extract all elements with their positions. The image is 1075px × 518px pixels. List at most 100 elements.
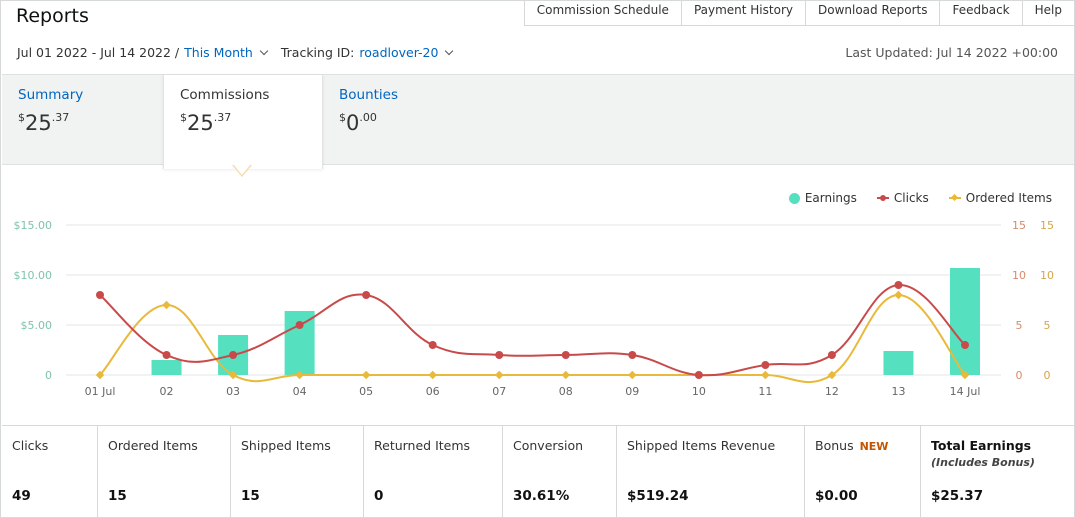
feedback-link[interactable]: Feedback (940, 1, 1023, 25)
tracking-id-label: Tracking ID: (280, 45, 355, 60)
clicks-point (428, 341, 437, 349)
y-right-tick-label: 15 (1012, 219, 1026, 232)
clicks-point (295, 321, 304, 329)
ordered-items-point (228, 370, 238, 380)
help-link[interactable]: Help (1034, 3, 1062, 17)
active-tab-pointer (232, 164, 252, 177)
ordered-items-point (428, 370, 437, 380)
x-tick-label: 02 (160, 385, 174, 398)
tab-amount: $25.37 (18, 111, 70, 135)
stat-label: Returned Items (374, 438, 471, 453)
y-right-tick-label: 0 (1016, 369, 1023, 382)
clicks-swatch-icon (876, 195, 889, 201)
last-updated-text: Last Updated: Jul 14 2022 +00:00 (845, 45, 1058, 60)
legend-ordered-items[interactable]: Ordered Items (948, 191, 1052, 205)
date-range-text: Jul 01 2022 - Jul 14 2022 / (17, 45, 180, 60)
clicks-point (495, 351, 504, 359)
stat-shipped-items-revenue: Shipped Items Revenue $519.24 (617, 426, 805, 518)
ordered-items-point (295, 370, 304, 380)
stat-label: Conversion (513, 438, 584, 453)
ordered-items-point (628, 370, 637, 380)
tab-commissions[interactable]: Commissions $25.37 (163, 75, 323, 169)
stat-value: 0 (374, 488, 384, 504)
page-title: Reports (16, 5, 89, 27)
x-tick-label: 05 (359, 385, 373, 398)
earnings-bar (284, 311, 315, 375)
ordered-items-point (361, 370, 371, 380)
ordered-items-point (761, 370, 770, 380)
x-tick-label: 10 (692, 385, 706, 398)
tab-amount: $25.37 (180, 111, 232, 135)
clicks-point (561, 351, 570, 359)
ordered-items-swatch-icon (948, 197, 961, 199)
payment-history-link[interactable]: Payment History (682, 1, 806, 25)
tab-summary[interactable]: Summary $25.37 (2, 75, 163, 166)
y-right2-tick-label: 15 (1040, 219, 1054, 232)
legend-earnings-label: Earnings (804, 191, 857, 205)
stat-label: Ordered Items (108, 438, 198, 453)
report-filters: Jul 01 2022 - Jul 14 2022 / This Month T… (17, 45, 460, 60)
tracking-id-value[interactable]: roadlover-20 (359, 45, 439, 60)
ordered-items-point (894, 290, 903, 300)
earnings-swatch-icon (788, 192, 800, 204)
download-reports-link[interactable]: Download Reports (806, 1, 941, 25)
x-tick-label: 03 (226, 385, 240, 398)
y-left-tick-label: 0 (45, 369, 52, 382)
x-tick-label: 14 Jul (950, 385, 981, 398)
tracking-id-dropdown[interactable]: roadlover-20 (359, 45, 460, 60)
earnings-bar (950, 268, 980, 375)
ordered-items-point (162, 300, 171, 310)
stat-bonus: Bonus NEW $0.00 (805, 426, 921, 518)
y-left-tick-label: $5.00 (21, 319, 53, 332)
ordered-items-point (494, 370, 504, 380)
ordered-items-point (827, 370, 837, 380)
tab-bounties[interactable]: Bounties $0.00 (323, 75, 483, 166)
earnings-bar (151, 360, 182, 375)
clicks-point (96, 291, 104, 299)
stat-label: Shipped Items Revenue (627, 438, 776, 453)
legend-earnings[interactable]: Earnings (788, 191, 857, 205)
stat-value: 15 (108, 488, 127, 504)
stat-ordered-items: Ordered Items 15 (98, 426, 231, 518)
earnings-bar (883, 351, 914, 375)
stat-returned-items: Returned Items 0 (364, 426, 503, 518)
date-range-dropdown[interactable]: This Month (184, 45, 275, 60)
stat-value: $0.00 (815, 488, 858, 504)
clicks-point (694, 371, 703, 379)
x-tick-label: 08 (559, 385, 573, 398)
x-tick-label: 01 Jul (85, 385, 116, 398)
legend-clicks[interactable]: Clicks (876, 191, 929, 205)
stat-total-earnings: Total Earnings (Includes Bonus) $25.37 (921, 426, 1074, 518)
x-tick-label: 07 (492, 385, 506, 398)
clicks-point (229, 351, 238, 359)
legend-ordered-items-label: Ordered Items (965, 191, 1052, 205)
new-badge: NEW (859, 440, 889, 453)
stats-bar: Clicks 49 Ordered Items 15 Shipped Items… (2, 425, 1074, 518)
report-tabs: Summary $25.37 Commissions $25.37 Bounti… (2, 74, 1074, 169)
clicks-point (827, 351, 836, 359)
chevron-down-icon (259, 46, 269, 56)
period-link[interactable]: This Month (184, 45, 253, 60)
stat-label: Bonus NEW (815, 438, 889, 453)
stat-value: 30.61% (513, 488, 570, 504)
stat-value: 15 (241, 488, 260, 504)
clicks-point (362, 291, 371, 299)
clicks-point (961, 341, 969, 349)
y-right-tick-label: 10 (1012, 269, 1026, 282)
stat-label: Shipped Items (241, 438, 331, 453)
x-tick-label: 11 (758, 385, 772, 398)
clicks-point (761, 361, 770, 369)
ordered-items-point (960, 370, 970, 380)
x-tick-label: 06 (426, 385, 440, 398)
y-right-tick-label: 5 (1016, 319, 1023, 332)
stat-sublabel: (Includes Bonus) (931, 456, 1035, 469)
stat-value: $519.24 (627, 488, 689, 504)
legend-clicks-label: Clicks (893, 191, 929, 205)
ordered-items-point (561, 370, 571, 380)
commission-schedule-link[interactable]: Commission Schedule (525, 1, 682, 25)
x-tick-label: 13 (891, 385, 905, 398)
clicks-point (894, 281, 903, 289)
tab-amount: $0.00 (339, 111, 377, 135)
y-left-tick-label: $10.00 (14, 269, 53, 282)
